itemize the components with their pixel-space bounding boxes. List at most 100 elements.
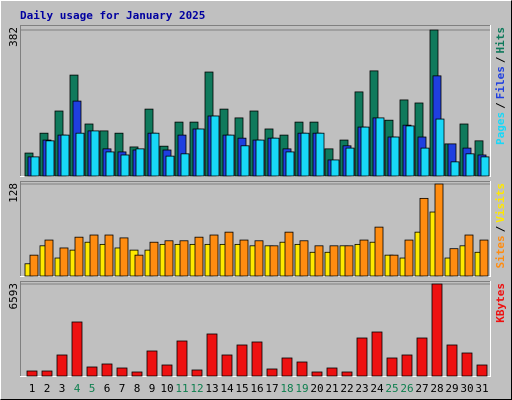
x-tick-label: 5: [89, 382, 96, 395]
bar: [420, 147, 430, 177]
legend-entry: Sites: [494, 235, 507, 268]
legend-separator: /: [494, 56, 507, 63]
bar: [206, 333, 218, 377]
bar: [104, 234, 114, 277]
x-tick-label: 11: [175, 382, 188, 395]
plot-border-dark: [20, 281, 491, 377]
bar: [30, 156, 40, 177]
bar: [149, 241, 159, 277]
bar: [251, 341, 263, 377]
plot-border-light: [20, 281, 491, 377]
bar: [71, 321, 83, 377]
bar: [254, 240, 264, 277]
x-tick-label: 13: [205, 382, 218, 395]
bar: [404, 239, 414, 277]
bar: [449, 248, 459, 277]
bar: [120, 154, 130, 177]
bar: [29, 254, 39, 277]
x-tick-label: 8: [134, 382, 141, 395]
bar: [476, 364, 488, 377]
x-tick-label: 3: [59, 382, 66, 395]
bar: [374, 226, 384, 277]
bar: [266, 368, 278, 377]
bar: [300, 132, 310, 177]
bar: [255, 139, 265, 177]
legend: KBytes: [494, 283, 507, 323]
bar: [405, 125, 415, 177]
bar: [464, 234, 474, 277]
legend-entry: Pages: [494, 112, 507, 145]
bar: [479, 239, 489, 277]
bar: [434, 183, 444, 277]
x-tick-label: 7: [119, 382, 126, 395]
bar: [224, 231, 234, 277]
plot-border-dark: [20, 181, 491, 277]
legend: Pages / Files / Hits: [494, 27, 507, 145]
bar: [116, 367, 128, 377]
bar: [356, 337, 368, 377]
legend-separator: /: [494, 102, 507, 109]
y-tick-label: 6593: [7, 283, 20, 310]
legend: Sites / Visits: [494, 183, 507, 269]
bar: [326, 367, 338, 377]
x-tick-label: 17: [265, 382, 278, 395]
x-tick-label: 29: [445, 382, 458, 395]
bar: [386, 357, 398, 377]
x-tick-label: 21: [325, 382, 338, 395]
x-tick-label: 20: [310, 382, 323, 395]
bar: [180, 153, 190, 177]
bar: [465, 153, 475, 177]
bar: [371, 331, 383, 377]
bar: [329, 245, 339, 277]
bar: [146, 350, 158, 377]
bar: [344, 245, 354, 277]
x-tick-label: 26: [400, 382, 413, 395]
x-tick-label: 12: [190, 382, 203, 395]
bar: [210, 115, 220, 177]
x-tick-label: 23: [355, 382, 368, 395]
x-tick-label: 25: [385, 382, 398, 395]
bar: [191, 369, 203, 377]
legend-separator: /: [494, 225, 507, 232]
bar: [240, 145, 250, 177]
x-tick-label: 2: [44, 382, 51, 395]
bar: [314, 245, 324, 277]
bar: [56, 354, 68, 377]
bar: [75, 132, 85, 177]
bar: [41, 370, 53, 377]
bar: [150, 132, 160, 177]
bar: [419, 197, 429, 277]
bar: [299, 240, 309, 277]
x-tick-label: 14: [220, 382, 234, 395]
bar: [480, 156, 490, 177]
x-tick-label: 4: [74, 382, 81, 395]
bar: [209, 234, 219, 277]
bar: [296, 361, 308, 377]
plot-border-light: [20, 181, 491, 277]
bar: [74, 236, 84, 277]
plot-border-dark: [20, 25, 491, 177]
bar: [60, 134, 70, 177]
plot-border-light: [20, 25, 491, 177]
bar: [44, 239, 54, 277]
bar: [450, 161, 460, 177]
x-tick-label: 18: [280, 382, 293, 395]
bar: [330, 159, 340, 177]
bar: [416, 337, 428, 377]
bar: [285, 151, 295, 177]
bar: [119, 237, 129, 277]
x-tick-label: 1: [29, 382, 36, 395]
x-tick-label: 30: [460, 382, 473, 395]
bar: [239, 239, 249, 277]
x-tick-label: 10: [160, 382, 173, 395]
bar: [134, 254, 144, 277]
bar: [179, 240, 189, 277]
legend-entry: Files: [494, 66, 507, 99]
bar: [89, 234, 99, 277]
x-tick-label: 24: [370, 382, 384, 395]
legend-entry: KBytes: [494, 283, 507, 323]
bar: [284, 231, 294, 277]
bar: [90, 130, 100, 177]
bar: [446, 344, 458, 377]
legend-entry: Hits: [494, 27, 507, 54]
